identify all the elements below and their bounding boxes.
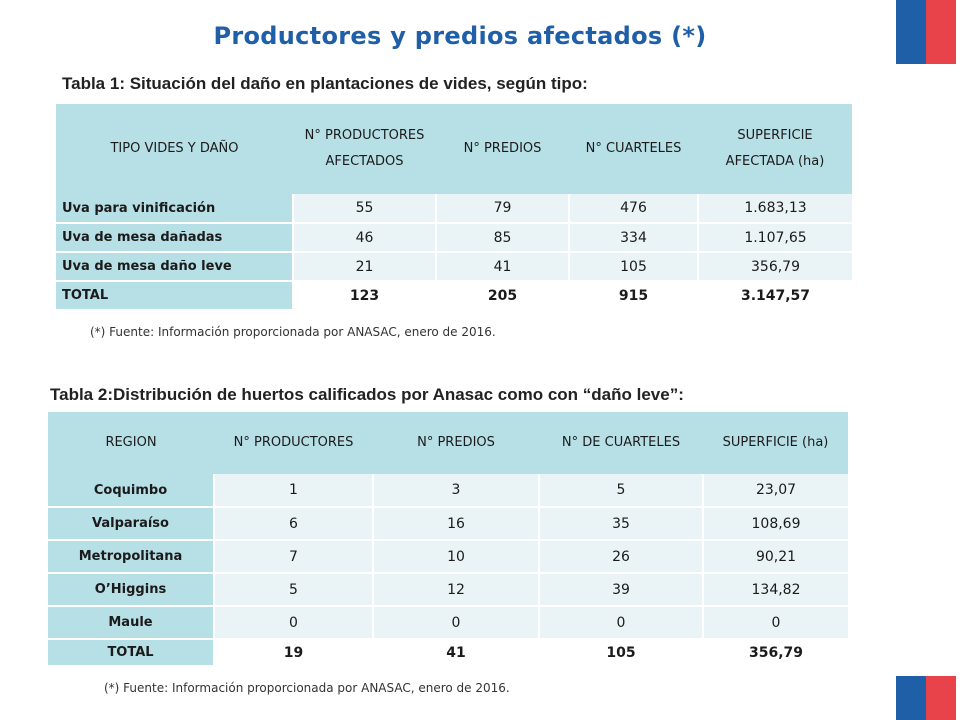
cell-value: 23,07 — [702, 474, 848, 507]
row-label-total: TOTAL — [48, 639, 214, 666]
cell-value: 90,21 — [702, 540, 848, 573]
table1-header-predios: N° PREDIOS — [436, 104, 569, 194]
table2-header-row: REGION N° PRODUCTORES N° PREDIOS N° DE C… — [48, 412, 848, 474]
row-label: Maule — [48, 606, 214, 639]
flag-stripe-blue-top — [896, 0, 926, 64]
table1-source-note: (*) Fuente: Información proporcionada po… — [90, 325, 496, 339]
cell-value: 6 — [213, 507, 373, 540]
flag-stripe-blue-bottom — [896, 676, 926, 720]
table1-caption: Tabla 1: Situación del daño en plantacio… — [62, 74, 588, 93]
row-label: Uva de mesa daño leve — [56, 252, 293, 281]
cell-value-total: 105 — [538, 639, 703, 666]
cell-value: 476 — [568, 194, 698, 223]
row-label: Metropolitana — [48, 540, 214, 573]
cell-value: 0 — [702, 606, 848, 639]
table-row: Uva de mesa daño leve 21 41 105 356,79 — [56, 252, 852, 281]
row-label: Uva para vinificación — [56, 194, 293, 223]
table-row: Uva de mesa dañadas 46 85 334 1.107,65 — [56, 223, 852, 252]
cell-value: 1 — [213, 474, 373, 507]
cell-value-total: 915 — [568, 281, 698, 310]
row-label: Uva de mesa dañadas — [56, 223, 293, 252]
table-row-total: TOTAL 19 41 105 356,79 — [48, 639, 848, 666]
table1-header-tipo: TIPO VIDES Y DAÑO — [56, 104, 293, 194]
table2-source-note: (*) Fuente: Información proporcionada po… — [104, 681, 510, 695]
cell-value: 21 — [292, 252, 436, 281]
cell-value-total: 123 — [292, 281, 436, 310]
row-label: Coquimbo — [48, 474, 214, 507]
table-row: Coquimbo 1 3 5 23,07 — [48, 474, 848, 507]
cell-value: 26 — [538, 540, 703, 573]
cell-value: 134,82 — [702, 573, 848, 606]
cell-value-total: 205 — [435, 281, 569, 310]
page-title: Productores y predios afectados (*) — [213, 22, 707, 50]
table-row: Uva para vinificación 55 79 476 1.683,13 — [56, 194, 852, 223]
cell-value: 0 — [372, 606, 539, 639]
cell-value-total: 41 — [372, 639, 539, 666]
table1-header-cuarteles: N° CUARTELES — [569, 104, 698, 194]
cell-value: 0 — [538, 606, 703, 639]
cell-value: 35 — [538, 507, 703, 540]
table2-header-region: REGION — [48, 412, 214, 474]
table2-header-predios: N° PREDIOS — [373, 412, 539, 474]
table2-caption: Tabla 2:Distribución de huertos califica… — [50, 385, 684, 404]
cell-value-total: 19 — [213, 639, 373, 666]
flag-stripe-red-top — [926, 0, 956, 64]
table-row: Metropolitana 7 10 26 90,21 — [48, 540, 848, 573]
cell-value: 7 — [213, 540, 373, 573]
table1-header-productores: N° PRODUCTORES AFECTADOS — [293, 104, 436, 194]
cell-value: 12 — [372, 573, 539, 606]
cell-value: 1.683,13 — [697, 194, 852, 223]
cell-value: 55 — [292, 194, 436, 223]
cell-value: 3 — [372, 474, 539, 507]
table-row: Valparaíso 6 16 35 108,69 — [48, 507, 848, 540]
table2: REGION N° PRODUCTORES N° PREDIOS N° DE C… — [48, 412, 848, 667]
cell-value: 46 — [292, 223, 436, 252]
table2-header-superficie: SUPERFICIE (ha) — [703, 412, 848, 474]
cell-value: 108,69 — [702, 507, 848, 540]
table1-header-row: TIPO VIDES Y DAÑO N° PRODUCTORES AFECTAD… — [56, 104, 852, 194]
cell-value: 5 — [538, 474, 703, 507]
cell-value: 79 — [435, 194, 569, 223]
flag-stripe-red-bottom — [926, 676, 956, 720]
cell-value: 16 — [372, 507, 539, 540]
cell-value: 85 — [435, 223, 569, 252]
cell-value: 10 — [372, 540, 539, 573]
table-row: O’Higgins 5 12 39 134,82 — [48, 573, 848, 606]
table-row: Maule 0 0 0 0 — [48, 606, 848, 639]
row-label: Valparaíso — [48, 507, 214, 540]
cell-value: 105 — [568, 252, 698, 281]
cell-value-total: 3.147,57 — [697, 281, 852, 310]
cell-value: 334 — [568, 223, 698, 252]
row-label-total: TOTAL — [56, 281, 293, 310]
table2-header-productores: N° PRODUCTORES — [214, 412, 373, 474]
table2-header-cuarteles: N° DE CUARTELES — [539, 412, 703, 474]
cell-value: 0 — [213, 606, 373, 639]
cell-value: 39 — [538, 573, 703, 606]
cell-value: 356,79 — [697, 252, 852, 281]
cell-value: 5 — [213, 573, 373, 606]
table1-header-superficie: SUPERFICIE AFECTADA (ha) — [698, 104, 852, 194]
table1: TIPO VIDES Y DAÑO N° PRODUCTORES AFECTAD… — [56, 104, 852, 311]
cell-value: 1.107,65 — [697, 223, 852, 252]
cell-value-total: 356,79 — [702, 639, 848, 666]
row-label: O’Higgins — [48, 573, 214, 606]
table-row-total: TOTAL 123 205 915 3.147,57 — [56, 281, 852, 310]
cell-value: 41 — [435, 252, 569, 281]
